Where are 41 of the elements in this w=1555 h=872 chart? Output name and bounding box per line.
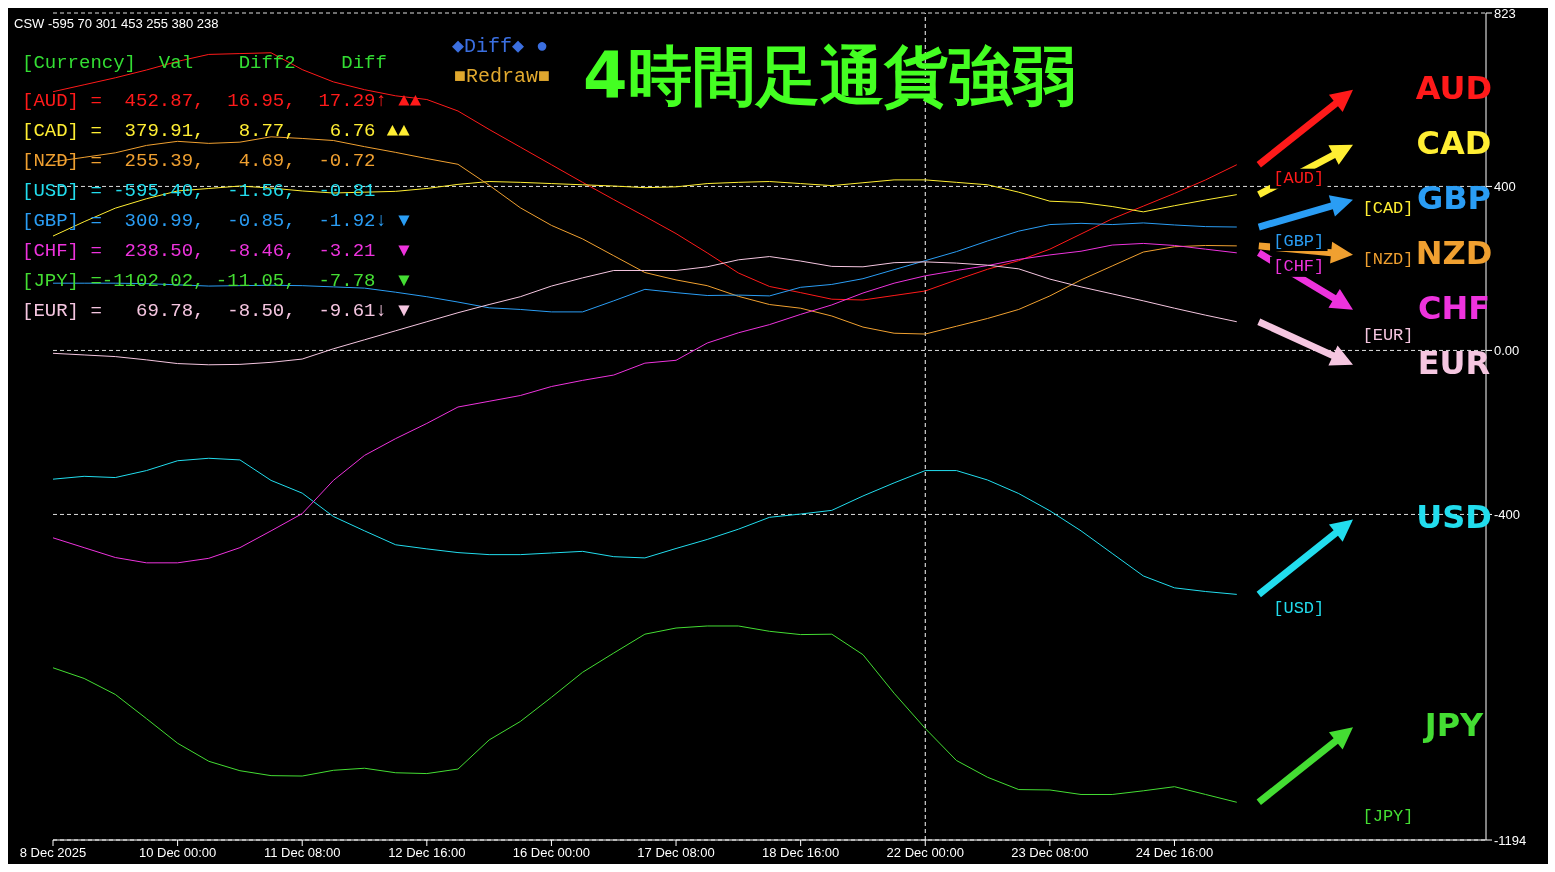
x-tick-label: 16 Dec 00:00 bbox=[512, 845, 591, 861]
legend-label: NZD bbox=[1415, 233, 1493, 272]
chart-title: 4時間足通貨強弱 bbox=[583, 39, 1076, 113]
annotation: [EUR] = 69.78, -8.50, -9.61↓ ▼ bbox=[22, 300, 411, 322]
x-tick-label: 12 Dec 16:00 bbox=[388, 845, 466, 861]
annotation: [GBP] = 300.99, -0.85, -1.92↓ ▼ bbox=[22, 210, 411, 232]
legend-label: EUR bbox=[1417, 343, 1491, 382]
annotation: ◆Diff◆ ● bbox=[452, 35, 549, 58]
x-tick-label: 23 Dec 08:00 bbox=[1011, 845, 1089, 861]
y-tick-label: 823 bbox=[1494, 5, 1516, 21]
x-tick-label: 10 Dec 00:00 bbox=[138, 845, 217, 861]
x-tick-label: 24 Dec 16:00 bbox=[1135, 845, 1214, 861]
text: JPY bbox=[1422, 706, 1485, 745]
x-tick-label: 18 Dec 16:00 bbox=[761, 845, 840, 861]
annotation: [NZD] = 255.39, 4.69, -0.72 bbox=[22, 150, 376, 172]
text: AUD bbox=[1415, 68, 1493, 107]
x-tick-label: 22 Dec 00:00 bbox=[886, 845, 964, 861]
y-tick-label: -400 bbox=[1494, 507, 1521, 523]
legend-label: GBP bbox=[1416, 178, 1492, 217]
annotation: [CAD] = 379.91, 8.77, 6.76 ▲▲ bbox=[22, 120, 411, 142]
annotation: [CHF] bbox=[1273, 257, 1325, 277]
line-series bbox=[53, 457, 1238, 595]
annotation: [EUR] bbox=[1362, 326, 1414, 346]
annotation: [AUD] bbox=[1273, 169, 1325, 189]
annotation: [CHF] = 238.50, -8.46, -3.21 ▼ bbox=[22, 240, 411, 262]
annotation: [GBP] bbox=[1273, 231, 1325, 251]
annotation: [USD] bbox=[1273, 598, 1325, 618]
x-tick-label: 17 Dec 08:00 bbox=[637, 845, 715, 861]
line-series bbox=[53, 625, 1238, 803]
y-tick-label: -1194 bbox=[1494, 832, 1527, 848]
x-tick-label: 8 Dec 2025 bbox=[19, 845, 87, 861]
y-tick-label: 400 bbox=[1494, 179, 1516, 195]
y-tick-label: 0.00 bbox=[1494, 343, 1520, 359]
annotation: [JPY] bbox=[1362, 806, 1414, 826]
annotation: CSW -595 70 301 453 255 380 238 bbox=[14, 16, 219, 31]
annotation: [NZD] bbox=[1362, 250, 1414, 270]
annotation: ■Redraw■ bbox=[454, 65, 551, 88]
x-tick-label: 11 Dec 08:00 bbox=[264, 845, 341, 861]
text: CAD bbox=[1416, 123, 1492, 162]
text: CHF bbox=[1417, 288, 1491, 327]
annotation: [CAD] bbox=[1362, 199, 1414, 219]
